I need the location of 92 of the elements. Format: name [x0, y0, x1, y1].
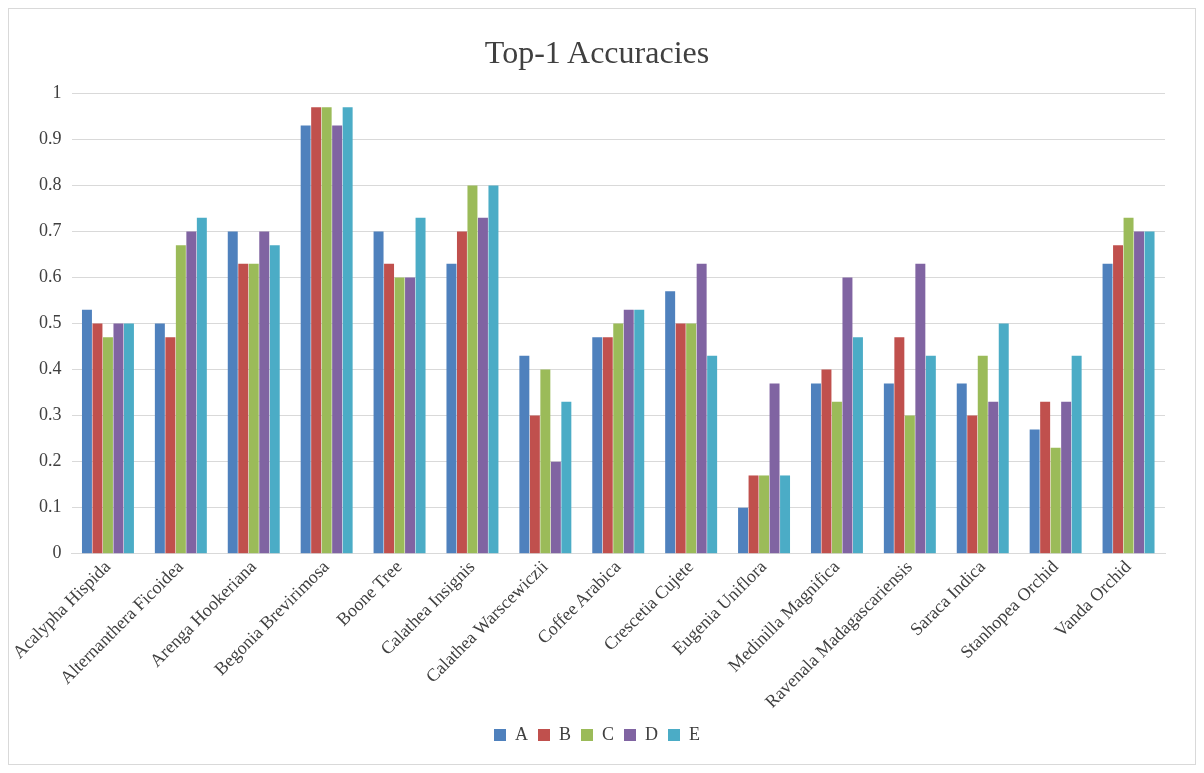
bar — [623, 309, 634, 554]
bar — [1102, 263, 1113, 554]
bar — [738, 507, 749, 554]
bar — [1113, 245, 1124, 554]
bar — [175, 245, 186, 554]
bar — [342, 107, 353, 554]
y-tick-label: 0 — [52, 542, 62, 563]
bar — [769, 383, 780, 554]
bar — [259, 231, 270, 554]
y-tick-label: 0.8 — [39, 174, 62, 195]
bar — [300, 125, 311, 554]
bar — [1144, 231, 1155, 554]
bar — [998, 323, 1009, 554]
bar — [759, 475, 770, 554]
bar — [321, 107, 332, 554]
bar — [686, 323, 697, 554]
legend-label: D — [645, 723, 659, 744]
bar — [592, 337, 603, 554]
bar — [227, 231, 238, 554]
y-tick-label: 0.7 — [39, 220, 62, 241]
bar — [915, 263, 926, 554]
bar — [529, 415, 540, 554]
bar — [675, 323, 686, 554]
bar — [1050, 447, 1061, 554]
bar — [1040, 401, 1051, 554]
bar — [1123, 217, 1134, 554]
bar — [842, 277, 853, 554]
legend-label: A — [515, 723, 528, 744]
bar — [925, 355, 936, 554]
bar — [883, 383, 894, 554]
bar — [696, 263, 707, 554]
bar — [1071, 355, 1082, 554]
bar — [810, 383, 821, 554]
bar — [165, 337, 176, 554]
bar — [113, 323, 124, 554]
bar — [154, 323, 165, 554]
y-tick-label: 0.9 — [39, 128, 62, 149]
bar — [467, 185, 478, 554]
bar — [780, 475, 791, 554]
bar — [186, 231, 197, 554]
bar — [488, 185, 499, 554]
y-tick-label: 0.3 — [39, 404, 62, 425]
bar — [332, 125, 343, 554]
y-tick-label: 1 — [52, 82, 62, 103]
bar — [477, 217, 488, 554]
legend-label: C — [602, 723, 615, 744]
bar — [248, 263, 259, 554]
bar — [977, 355, 988, 554]
bar — [373, 231, 384, 554]
bar — [967, 415, 978, 554]
y-tick-label: 0.1 — [39, 496, 62, 517]
bar — [634, 309, 645, 554]
bar — [123, 323, 134, 554]
bar — [904, 415, 915, 554]
y-tick-label: 0.2 — [39, 450, 62, 471]
bar — [748, 475, 759, 554]
bar — [665, 291, 676, 554]
bar — [81, 309, 92, 554]
bar — [196, 217, 207, 554]
bar — [561, 401, 572, 554]
bar — [602, 337, 613, 554]
bar — [1134, 231, 1145, 554]
bar — [446, 263, 457, 554]
bar — [613, 323, 624, 554]
bar — [415, 217, 426, 554]
bar — [540, 369, 551, 554]
bar — [852, 337, 863, 554]
bar — [1061, 401, 1072, 554]
bar — [550, 461, 561, 554]
bar — [384, 263, 395, 554]
legend-label: E — [689, 723, 701, 744]
y-tick-label: 0.4 — [39, 358, 62, 379]
bar — [519, 355, 530, 554]
bar — [92, 323, 103, 554]
bar — [988, 401, 999, 554]
bar — [956, 383, 967, 554]
bar — [394, 277, 405, 554]
bar — [894, 337, 905, 554]
y-tick-label: 0.5 — [39, 312, 62, 333]
y-tick-label: 0.6 — [39, 266, 62, 287]
chart-title: Top-1 Accuracies — [484, 33, 710, 70]
bar — [311, 107, 322, 554]
bar — [1029, 429, 1040, 554]
bar — [456, 231, 467, 554]
bar — [831, 401, 842, 554]
bar — [102, 337, 113, 554]
legend-label: B — [559, 723, 572, 744]
bar — [821, 369, 832, 554]
bar — [405, 277, 416, 554]
bar — [238, 263, 249, 554]
bar — [707, 355, 718, 554]
bar — [269, 245, 280, 554]
